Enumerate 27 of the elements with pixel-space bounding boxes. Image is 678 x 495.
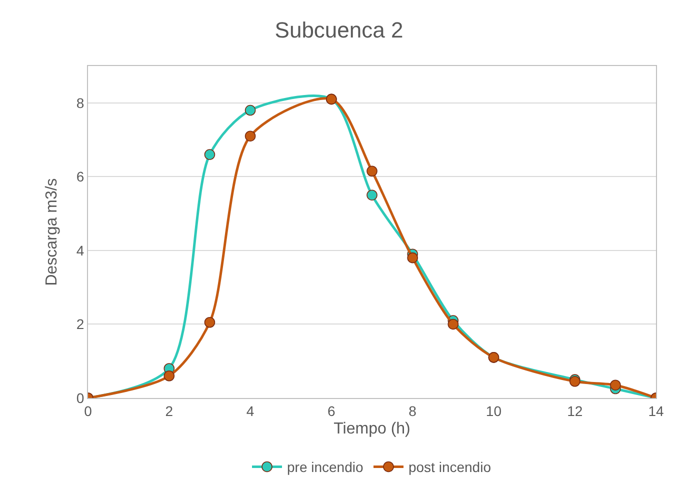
x-tick-label: 2 [165,402,174,419]
x-tick-label: 14 [648,402,664,419]
y-tick-label: 0 [76,390,84,406]
x-tick-label: 4 [246,402,254,419]
point [204,316,216,328]
point [448,318,459,330]
point [244,130,256,142]
point [366,166,378,177]
x-tick-label: 10 [486,402,502,419]
x-axis-title: Tiempo (h) [334,420,410,438]
point [366,190,378,201]
chart-title: Subcuenca 2 [274,18,404,43]
y-axis-title: Descarga m3/s [43,178,60,286]
point [164,370,175,382]
x-tick-label: 6 [328,402,336,419]
legend-label: pre incendio [287,459,364,476]
y-tick-label: 8 [76,94,84,111]
point [244,104,256,116]
x-tick-label: 12 [567,402,583,419]
y-tick-label: 4 [76,242,84,258]
point [610,380,621,390]
y-tick-label: 2 [76,316,84,332]
point [204,149,216,160]
y-tick-label: 6 [76,168,84,185]
point [407,252,418,264]
legend-label: post incendio [408,459,492,476]
x-tick-label: 8 [408,402,417,419]
